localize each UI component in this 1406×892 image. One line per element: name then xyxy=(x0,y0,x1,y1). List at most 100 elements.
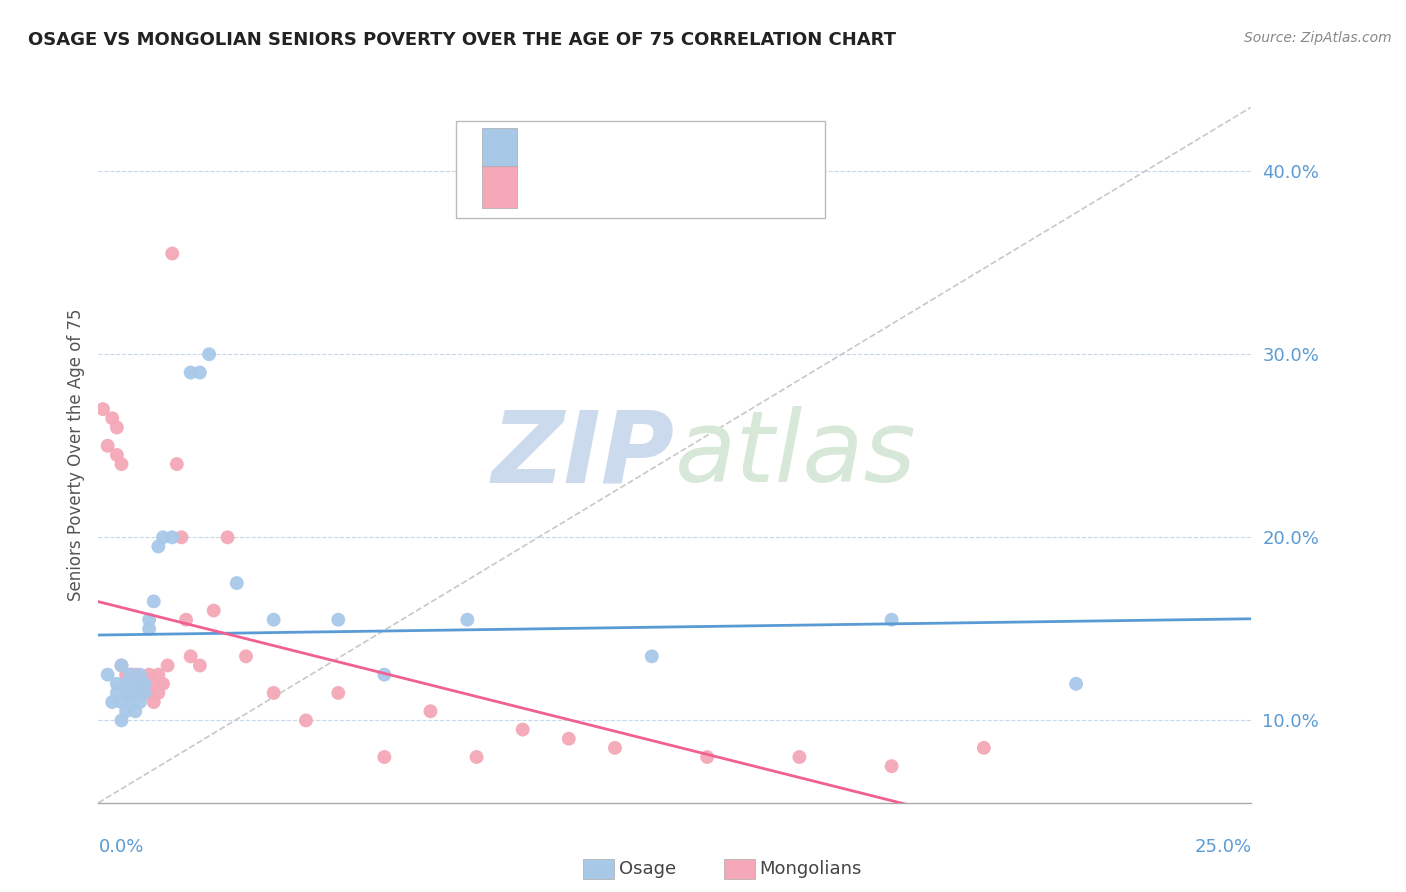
Text: Source: ZipAtlas.com: Source: ZipAtlas.com xyxy=(1244,31,1392,45)
Point xyxy=(1064,677,1087,691)
Point xyxy=(328,613,350,627)
Point xyxy=(973,740,995,755)
Point xyxy=(120,695,142,709)
Point xyxy=(138,686,160,700)
Point xyxy=(115,677,138,691)
Point xyxy=(235,649,257,664)
Point xyxy=(110,714,132,728)
Point xyxy=(124,677,146,691)
Point xyxy=(97,667,120,681)
Point xyxy=(148,540,170,554)
Point xyxy=(138,613,160,627)
Text: Mongolians: Mongolians xyxy=(759,860,862,878)
Point xyxy=(880,759,903,773)
Point xyxy=(198,347,221,361)
Text: R =    0.300: R = 0.300 xyxy=(534,178,641,196)
Point xyxy=(134,686,156,700)
Point xyxy=(180,366,202,380)
Point xyxy=(97,439,120,453)
Point xyxy=(115,704,138,718)
FancyBboxPatch shape xyxy=(456,121,825,219)
Point xyxy=(603,740,626,755)
Point xyxy=(373,750,395,764)
Point xyxy=(328,686,350,700)
Text: N = 36: N = 36 xyxy=(696,140,758,158)
FancyBboxPatch shape xyxy=(482,128,517,169)
Point xyxy=(120,677,142,691)
Point xyxy=(166,457,188,471)
Text: Osage: Osage xyxy=(619,860,676,878)
Point xyxy=(263,613,285,627)
Point xyxy=(180,649,202,664)
Point xyxy=(174,613,197,627)
Point xyxy=(134,677,156,691)
Point xyxy=(129,677,152,691)
Point xyxy=(142,594,165,608)
Point xyxy=(105,448,128,462)
Point xyxy=(129,686,152,700)
Point xyxy=(160,530,183,544)
Point xyxy=(91,402,114,417)
Point xyxy=(124,686,146,700)
Point xyxy=(152,530,174,544)
Point xyxy=(120,686,142,700)
Point xyxy=(110,695,132,709)
Point xyxy=(419,704,441,718)
Point xyxy=(120,667,142,681)
Point xyxy=(148,667,170,681)
Point xyxy=(789,750,811,764)
Text: 0.0%: 0.0% xyxy=(98,838,143,855)
Text: atlas: atlas xyxy=(675,407,917,503)
Point xyxy=(124,667,146,681)
Point xyxy=(129,695,152,709)
Point xyxy=(880,613,903,627)
Point xyxy=(295,714,318,728)
Text: N = 48: N = 48 xyxy=(696,178,758,196)
Point xyxy=(263,686,285,700)
Text: ZIP: ZIP xyxy=(492,407,675,503)
Point xyxy=(115,667,138,681)
Point xyxy=(105,677,128,691)
Point xyxy=(110,658,132,673)
Point xyxy=(101,695,124,709)
Point xyxy=(152,677,174,691)
Point xyxy=(134,686,156,700)
Point xyxy=(138,667,160,681)
Point xyxy=(148,686,170,700)
Point xyxy=(124,704,146,718)
Point xyxy=(188,366,211,380)
Text: 25.0%: 25.0% xyxy=(1194,838,1251,855)
Point xyxy=(641,649,664,664)
Point xyxy=(456,613,478,627)
Point xyxy=(134,677,156,691)
Point xyxy=(110,457,132,471)
Point xyxy=(142,695,165,709)
Point xyxy=(170,530,193,544)
Point xyxy=(120,667,142,681)
Point xyxy=(129,667,152,681)
Point xyxy=(156,658,179,673)
Point xyxy=(142,677,165,691)
Point xyxy=(202,603,225,617)
Point xyxy=(696,750,718,764)
FancyBboxPatch shape xyxy=(482,166,517,208)
Y-axis label: Seniors Poverty Over the Age of 75: Seniors Poverty Over the Age of 75 xyxy=(66,309,84,601)
Point xyxy=(138,622,160,636)
Point xyxy=(217,530,239,544)
Point xyxy=(225,576,247,591)
Point xyxy=(115,686,138,700)
Point xyxy=(188,658,211,673)
Point xyxy=(105,420,128,434)
Point xyxy=(115,686,138,700)
Point xyxy=(101,411,124,425)
Point xyxy=(512,723,534,737)
Text: R =  -0.076: R = -0.076 xyxy=(534,140,637,158)
Point xyxy=(465,750,488,764)
Point xyxy=(110,658,132,673)
Text: OSAGE VS MONGOLIAN SENIORS POVERTY OVER THE AGE OF 75 CORRELATION CHART: OSAGE VS MONGOLIAN SENIORS POVERTY OVER … xyxy=(28,31,896,49)
Point xyxy=(160,246,183,260)
Point xyxy=(373,667,395,681)
Point xyxy=(105,686,128,700)
Point xyxy=(124,677,146,691)
Point xyxy=(558,731,581,746)
